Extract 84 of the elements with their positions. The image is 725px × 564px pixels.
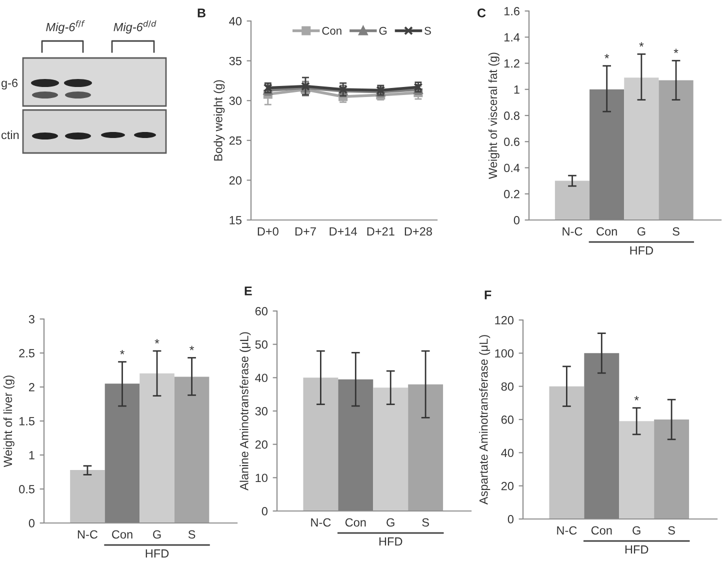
x-tick-label: Con xyxy=(591,526,612,535)
y-tick-label: 2.5 xyxy=(19,349,34,358)
y-tick-label: 60 xyxy=(255,307,268,316)
y-tick-label: 120 xyxy=(495,316,514,324)
x-tick-label: N-C xyxy=(557,526,577,535)
text: HFD xyxy=(146,549,169,558)
x-tick-label: D+0 xyxy=(258,227,278,236)
y-tick-label: 40 xyxy=(255,374,268,382)
y-tick-label: 1.6 xyxy=(504,7,520,16)
y-tick-label: 1.5 xyxy=(19,417,34,426)
annotation: * xyxy=(604,54,610,58)
x-tick-label: D+14 xyxy=(330,227,357,236)
x-tick-label: S xyxy=(672,227,680,236)
y-tick-label: 80 xyxy=(501,382,514,391)
y-tick-label: 25 xyxy=(229,136,242,145)
y-tick-label: 35 xyxy=(229,56,242,66)
y-tick-label: 20 xyxy=(501,482,514,490)
x-tick-label: G xyxy=(632,526,640,535)
x-tick-label: N-C xyxy=(311,518,331,527)
text: ctin xyxy=(2,130,19,140)
annotation: * xyxy=(190,346,194,350)
y-tick-label: 2 xyxy=(29,383,34,392)
y-axis-title: Body weight (g) xyxy=(214,80,225,161)
y-tick-label: 1.2 xyxy=(504,59,520,68)
legend-label: S xyxy=(424,26,431,35)
y-tick-label: 10 xyxy=(256,474,268,482)
text: Mig-6$^{d/d}$ xyxy=(114,20,156,34)
annotation: * xyxy=(674,48,678,54)
annotation: * xyxy=(634,396,639,400)
y-tick-label: 20 xyxy=(255,440,268,449)
y-tick-label: 0.6 xyxy=(504,138,520,146)
y-tick-label: 0.8 xyxy=(504,112,520,120)
y-tick-label: 0.5 xyxy=(19,485,34,494)
y-tick-label: 30 xyxy=(229,96,242,105)
x-tick-label: S xyxy=(422,518,429,527)
y-axis-title: Aspartate Aminotransferase (μL) xyxy=(479,335,490,505)
x-tick-label: D+21 xyxy=(367,227,394,236)
x-tick-label: N-C xyxy=(78,530,98,539)
x-tick-label: D+7 xyxy=(295,227,316,236)
y-tick-label: 40 xyxy=(501,448,514,458)
chart-title: C xyxy=(478,8,486,18)
y-tick-label: 100 xyxy=(495,349,514,358)
x-tick-label: D+28 xyxy=(404,227,432,236)
y-tick-label: 0.4 xyxy=(504,164,520,172)
x-tick-label: G xyxy=(386,518,394,527)
y-axis-title: Weight of liver (g) xyxy=(3,376,14,468)
y-tick-label: 60 xyxy=(501,416,514,424)
y-tick-label: 50 xyxy=(255,340,268,349)
text: HFD xyxy=(625,545,648,554)
annotation: * xyxy=(639,42,644,47)
annotation: * xyxy=(154,339,160,344)
text: g-6 xyxy=(1,78,18,90)
legend-label: Con xyxy=(322,26,342,35)
y-tick-label: 20 xyxy=(229,176,242,185)
text: Mig-6$^{f/f}$ xyxy=(46,20,85,34)
y-tick-label: 15 xyxy=(230,216,242,224)
annotation: * xyxy=(120,350,124,354)
y-tick-label: 0 xyxy=(514,216,520,224)
y-tick-label: 0 xyxy=(262,507,268,516)
x-tick-label: Con xyxy=(596,227,617,236)
x-tick-label: S xyxy=(188,530,196,539)
x-tick-label: N-C xyxy=(562,227,582,236)
x-tick-label: G xyxy=(637,227,646,236)
x-tick-label: Con xyxy=(112,530,132,539)
chart-title: E xyxy=(244,286,252,296)
text: HFD xyxy=(630,246,653,255)
y-tick-label: 3 xyxy=(28,315,34,324)
text: HFD xyxy=(379,537,402,546)
legend-label: G xyxy=(379,26,387,35)
y-tick-label: 40 xyxy=(229,17,242,26)
y-axis-title: Alanine Aminotransferase (μL) xyxy=(240,332,251,490)
y-tick-label: 1 xyxy=(29,451,34,460)
x-tick-label: Con xyxy=(345,518,366,527)
y-tick-label: 0 xyxy=(28,519,35,528)
x-tick-label: G xyxy=(153,530,161,539)
y-tick-label: 1 xyxy=(514,86,520,94)
y-tick-label: 1.4 xyxy=(504,33,520,42)
y-tick-label: 0.2 xyxy=(504,190,520,198)
chart-title: B xyxy=(198,8,206,18)
y-axis-title: Weight of visceral fat (g) xyxy=(488,52,500,179)
chart-title: F xyxy=(484,290,492,300)
y-tick-label: 30 xyxy=(255,407,268,416)
x-tick-label: S xyxy=(668,526,675,535)
y-tick-label: 0 xyxy=(508,515,514,524)
